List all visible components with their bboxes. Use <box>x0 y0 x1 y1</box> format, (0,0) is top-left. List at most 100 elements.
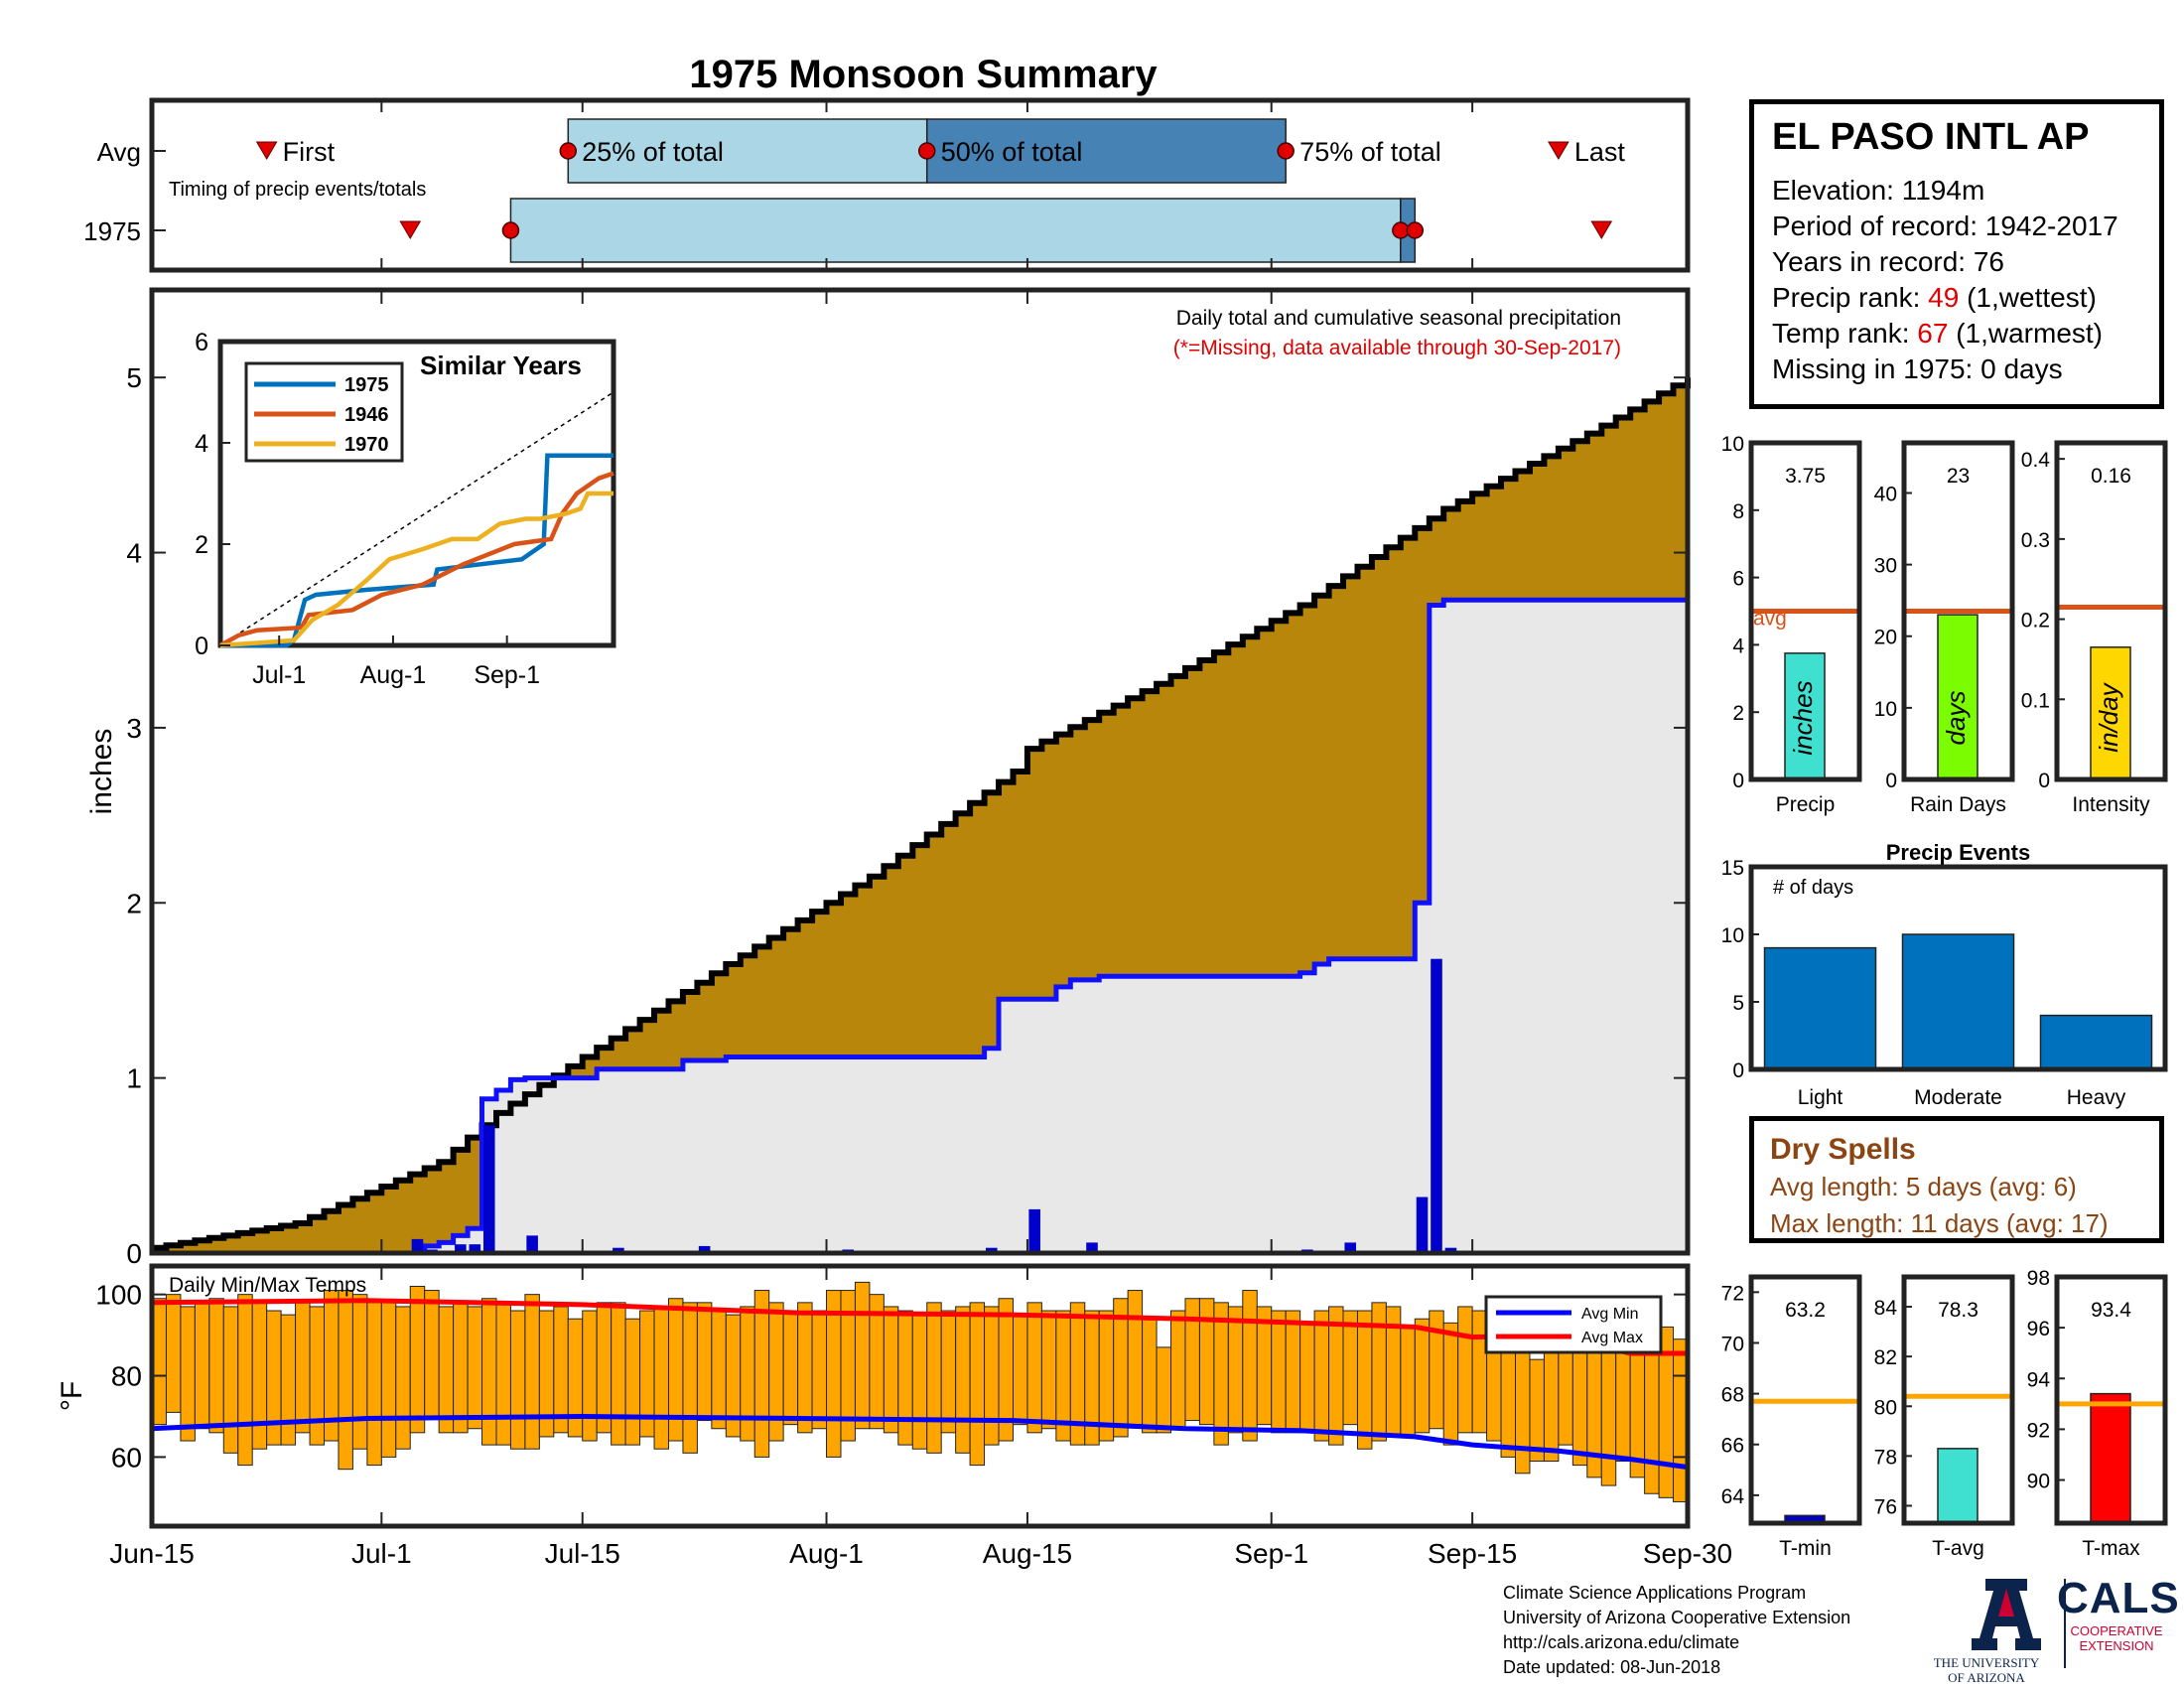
daily-temp-bar <box>911 1314 928 1450</box>
daily-temp-bar <box>753 1290 770 1458</box>
temps-ytick-label: 60 <box>111 1442 142 1473</box>
daily-temp-bar <box>438 1306 455 1434</box>
rain_days-value-label: 23 <box>1947 465 1970 488</box>
date-axis-label: Jul-1 <box>351 1538 412 1569</box>
similar-series-1946 <box>218 471 614 647</box>
cals-logo: CALS COOPERATIVE EXTENSION <box>2057 1574 2180 1653</box>
date-axis-label: Sep-1 <box>1234 1538 1308 1569</box>
cals-sub-2: EXTENSION <box>2079 1638 2154 1653</box>
timing-box-lower <box>509 198 1402 263</box>
rain_days-ytick-label: 40 <box>1874 483 1897 505</box>
t_max-frame <box>2054 1274 2168 1526</box>
cumulative-ytick-label: 2 <box>126 888 142 918</box>
cumulative-ytick-label: 4 <box>126 538 142 569</box>
similar-legend-label: 1970 <box>344 434 389 456</box>
daily-temp-bar <box>380 1302 397 1458</box>
cals-logo-text: CALS <box>2057 1574 2180 1622</box>
station-missing: Missing in 1975: 0 days <box>1772 353 2063 384</box>
temp-rank-value: 67 <box>1917 318 1949 349</box>
t_avg-value-bar <box>1937 1448 1979 1524</box>
station-temp-rank: Temp rank: 67 (1,warmest) <box>1772 316 2141 352</box>
temp-rank-prefix: Temp rank: <box>1772 318 1918 349</box>
chart-title: 1975 Monsoon Summary <box>689 53 1158 96</box>
timing-row-label: Avg <box>97 137 141 167</box>
timing-p25-marker <box>559 142 578 160</box>
rain_days-xlabel: Rain Days <box>1910 793 2006 816</box>
daily-precip-bar <box>455 1244 467 1253</box>
cumulative-frame <box>149 287 1691 1256</box>
intensity-ytick-label: 0.2 <box>2021 610 2050 633</box>
daily-temp-bar <box>1170 1310 1186 1430</box>
daily-temp-bar <box>509 1310 526 1450</box>
rain_days-bar-label: days <box>1941 691 1971 746</box>
timing-p75-label: 75% of total <box>1299 137 1441 167</box>
daily-temp-bar <box>424 1290 440 1417</box>
daily-precip-bar <box>986 1247 998 1253</box>
daily-temp-bar <box>1012 1314 1028 1426</box>
daily-temp-bar <box>1414 1318 1431 1434</box>
daily-temp-bar <box>955 1306 971 1454</box>
intensity-ytick-label: 0 <box>2038 770 2050 792</box>
rain_days-value-bar <box>1937 614 1979 780</box>
dry-spells-box: Dry Spells Avg length: 5 days (avg: 6) M… <box>1749 1116 2164 1243</box>
events-ytick-label: 10 <box>1721 924 1744 947</box>
precip_total-value-bar <box>1784 652 1826 780</box>
daily-temp-bar <box>309 1306 325 1446</box>
t_min-ytick-label: 68 <box>1721 1384 1744 1407</box>
precip-rank-suffix: (1,wettest) <box>1959 282 2097 313</box>
temp-rank-suffix: (1,warmest) <box>1948 318 2104 349</box>
date-axis-label: Sep-15 <box>1428 1538 1517 1569</box>
date-axis-label: Jun-15 <box>109 1538 195 1569</box>
similar-xtick-label: Aug-1 <box>360 661 427 689</box>
daily-temp-bar <box>366 1302 382 1467</box>
daily-temp-bar <box>194 1302 210 1430</box>
footer-line-4: Date updated: 08-Jun-2018 <box>1503 1657 1721 1677</box>
daily-temp-bar <box>280 1314 297 1446</box>
daily-temp-bar <box>222 1306 239 1454</box>
precip_total-xlabel: Precip <box>1776 793 1836 816</box>
daily-precip-bar <box>526 1235 538 1253</box>
legend-avg-max-label: Avg Max <box>1581 1330 1643 1346</box>
cumulative-ytick-label: 3 <box>126 713 142 744</box>
daily-temp-bar <box>740 1306 755 1442</box>
rain_days-ytick-label: 0 <box>1885 770 1897 792</box>
intensity-bar-label: in/day <box>2094 681 2123 752</box>
daily-temp-bar <box>1156 1346 1172 1434</box>
timing-last-label: Last <box>1574 137 1626 167</box>
events-ytick-label: 0 <box>1732 1059 1744 1082</box>
ua-line-1: THE UNIVERSITY <box>1933 1655 2040 1670</box>
station-elevation: Elevation: 1194m <box>1772 175 1985 206</box>
daily-temp-bar <box>653 1306 669 1450</box>
daily-temp-bar <box>940 1310 957 1434</box>
t_avg-ytick-label: 84 <box>1874 1297 1898 1320</box>
daily-precip-bar <box>411 1238 424 1253</box>
precip_total-ytick-label: 4 <box>1732 634 1744 657</box>
daily-temp-bar <box>969 1302 986 1467</box>
precip_total-ytick-label: 8 <box>1732 500 1744 523</box>
cumulative-ytick-label: 5 <box>126 362 142 393</box>
daily-temp-bar <box>1457 1306 1473 1434</box>
daily-temp-bar <box>1227 1306 1244 1434</box>
daily-temp-bar <box>351 1294 368 1450</box>
precip_total-ytick-label: 0 <box>1732 770 1744 792</box>
t_max-xlabel: T-max <box>2082 1537 2140 1560</box>
timing-p50-label: 50% of total <box>941 137 1083 167</box>
timing-first-label: First <box>283 137 336 167</box>
similar-years-chart: 0 2 4 6 Jul-1 Aug-1 Sep-1 Similar Years 1975 1946… <box>195 329 616 689</box>
temps-ytick-label: 100 <box>95 1280 142 1311</box>
t_avg-ytick-label: 78 <box>1874 1446 1897 1469</box>
dry-spells-title: Dry Spells <box>1770 1133 1916 1166</box>
timing-p50-marker <box>1392 221 1410 239</box>
daily-temp-bar <box>1256 1306 1273 1426</box>
daily-temp-bar <box>1271 1310 1287 1434</box>
daily-temp-bar <box>1442 1322 1459 1446</box>
daily-temp-bar <box>854 1281 871 1430</box>
footer-line-3[interactable]: http://cals.arizona.edu/climate <box>1503 1632 1740 1652</box>
daily-precip-bar <box>482 1125 495 1253</box>
date-axis-label: Sep-30 <box>1643 1538 1732 1569</box>
daily-temp-bar <box>1026 1302 1042 1434</box>
avg-min-line <box>151 1413 1689 1471</box>
t_avg-ytick-label: 76 <box>1874 1495 1897 1518</box>
daily-temp-bar <box>1543 1335 1560 1462</box>
